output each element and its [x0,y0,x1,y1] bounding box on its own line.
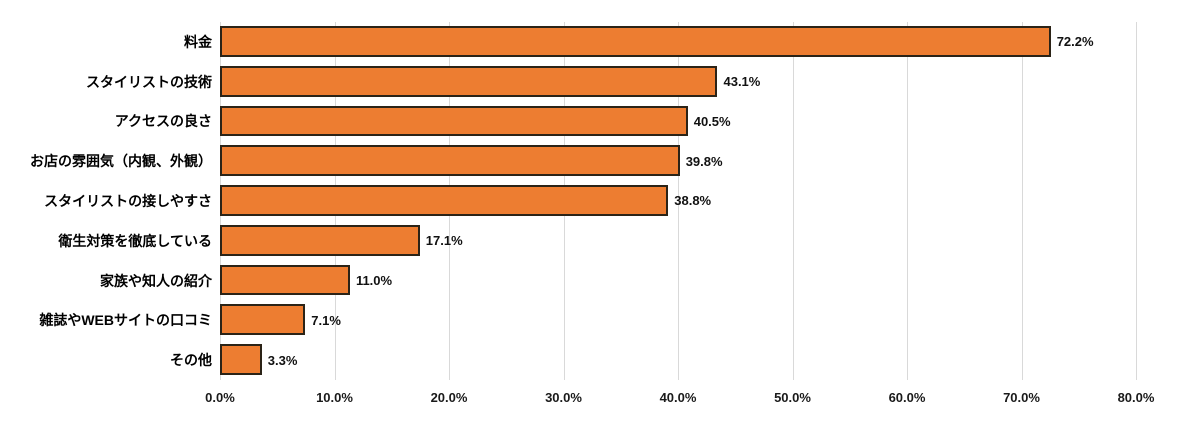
bar-row: 43.1% [220,62,1136,102]
bar-row: 38.8% [220,181,1136,221]
category-label: アクセスの良さ [114,113,212,130]
bar-value-label: 38.8% [674,193,712,209]
category-label: スタイリストの接しやすさ [44,192,212,209]
bar-value-label: 39.8% [685,153,723,169]
plot-area: 72.2% 43.1% 40.5% 39.8% 38.8% 17.1% 11.0% 7.1% 3… [220,22,1137,380]
x-tick-label: 30.0% [545,390,582,405]
bar [220,145,680,177]
bar-row: 3.3% [220,340,1136,380]
bar-value-label: 40.5% [693,113,731,129]
x-tick-label: 70.0% [1003,390,1040,405]
x-tick-label: 60.0% [888,390,926,405]
category-label: 料金 [184,33,212,50]
bar-row: 72.2% [220,22,1136,62]
x-tick-label: 50.0% [774,390,811,405]
bar-value-label: 43.1% [723,74,761,90]
x-tick-label: 0.0% [205,390,235,405]
category-label: スタイリストの技術 [86,73,212,90]
bar [220,65,718,97]
gridline [678,22,679,380]
category-label: 衛生対策を徹底している [58,232,212,249]
bar-value-label: 3.3% [267,352,298,368]
bar [220,105,688,137]
bar [220,264,350,296]
bar-row: 11.0% [220,261,1136,301]
category-label: その他 [170,352,212,369]
bar-value-label: 17.1% [425,233,463,249]
gridline [1136,22,1137,380]
bar-value-label: 7.1% [311,312,341,328]
bar [220,26,1051,57]
bar [220,344,262,375]
gridline [792,22,794,380]
x-tick-label: 80.0% [1117,390,1155,405]
category-axis: 料金スタイリストの技術アクセスの良さお店の雰囲気（内観、外観） スタイリストの接し… [0,22,212,380]
x-tick-label: 20.0% [430,390,468,405]
bar-row: 39.8% [220,141,1136,181]
category-label: 家族や知人の紹介 [100,272,212,289]
gridline [1021,22,1023,380]
bar-row: 7.1% [220,300,1136,340]
bar [220,185,669,216]
x-tick-label: 10.0% [316,390,353,405]
value-axis: 0.0% 10.0% 20.0% 30.0% 40.0% 50.0% 60.0% 70.0% 8… [205,390,1154,410]
x-tick-label: 40.0% [659,390,697,405]
bar-value-label: 11.0% [355,273,393,289]
bar-row: 17.1% [220,221,1136,261]
bar-row: 40.5% [220,102,1136,142]
bar-value-label: 72.2% [1056,34,1094,50]
category-label: 雑誌やWEBサイトの口コミ [39,312,212,329]
gridline [907,22,908,380]
bar [220,304,306,336]
bar [220,224,420,256]
category-label: お店の雰囲気（内観、外観） [30,153,212,170]
